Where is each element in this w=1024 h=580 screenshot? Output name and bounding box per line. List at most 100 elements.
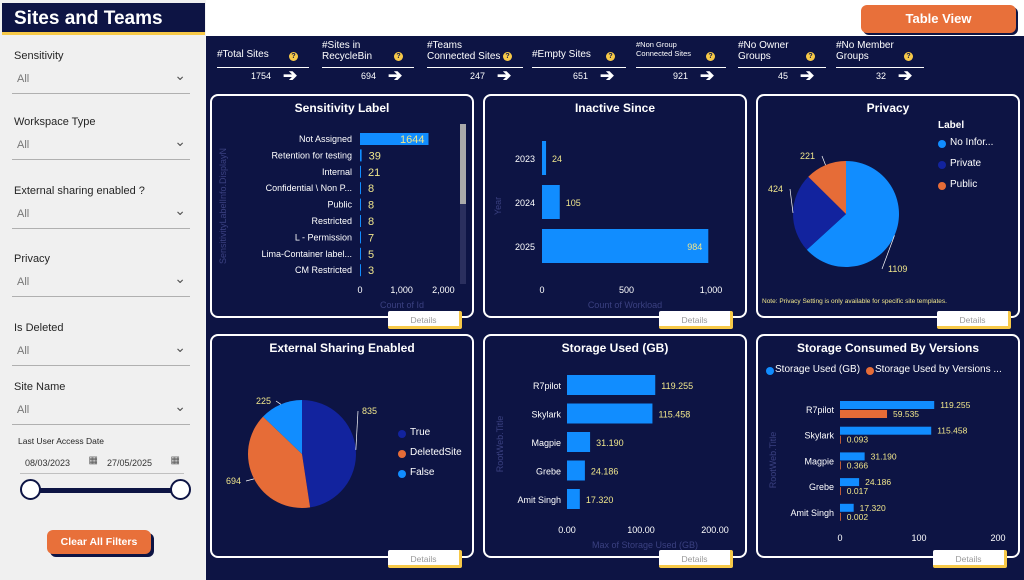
storage-used-panel: Storage Used (GB) R7pilot 119.255 Skylark 1… <box>483 334 747 558</box>
is-deleted-filter-label: Is Deleted <box>14 322 64 334</box>
start-date-field[interactable]: 08/03/2023 ▦ <box>20 452 102 474</box>
arrow-right-icon[interactable]: ➔ <box>898 66 913 85</box>
external-sharing-details-button[interactable]: Details <box>388 550 462 568</box>
table-view-button[interactable]: Table View <box>861 5 1016 33</box>
bar <box>840 401 935 409</box>
leader-line <box>881 235 895 270</box>
help-icon[interactable]: ? <box>706 52 715 61</box>
y-axis-label: RootWeb.Title <box>768 432 778 489</box>
y-axis-label: SensitivityLabelInfo.DisplayN <box>218 148 228 264</box>
data-label: 17.320 <box>860 503 886 513</box>
help-icon[interactable]: ? <box>806 52 815 61</box>
category-label: L - Permission <box>295 232 352 242</box>
pie-data-label: 225 <box>256 396 271 406</box>
workspace-type-dropdown[interactable]: All ⌄ <box>12 130 190 160</box>
data-label: 119.255 <box>661 381 693 391</box>
category-label: Public <box>327 200 352 210</box>
help-icon[interactable]: ? <box>289 52 298 61</box>
category-label: Skylark <box>804 431 834 441</box>
calendar-icon[interactable]: ▦ <box>88 455 98 466</box>
help-icon[interactable]: ? <box>904 52 913 61</box>
kpi-card[interactable]: #Non Group Connected Sites? 921 ➔ <box>636 38 728 90</box>
bar <box>360 215 361 227</box>
sensitivity-label-chart: Not Assigned 1644 Retention for testing 39 I… <box>218 124 466 310</box>
inactive-details-button[interactable]: Details <box>659 311 733 329</box>
bar <box>840 487 841 496</box>
kpi-card[interactable]: #Teams Connected Sites? 247 ➔ <box>427 38 525 90</box>
kpi-value: 651 <box>572 71 588 81</box>
inactive-since-chart: 2023 24 2024 105 2025 984 0 500 1,000 Count of Wo… <box>493 141 722 310</box>
kpi-title: #Sites in RecycleBin <box>322 40 373 62</box>
x-axis-label: Max of Storage Used (GB) <box>592 540 698 550</box>
arrow-right-icon[interactable]: ➔ <box>283 66 298 85</box>
is-deleted-dropdown[interactable]: All ⌄ <box>12 336 190 366</box>
calendar-icon[interactable]: ▦ <box>170 455 180 466</box>
storage-used-chart-title: Storage Used (GB) <box>561 341 669 355</box>
privacy-details-button[interactable]: Details <box>937 311 1011 329</box>
leader-line <box>245 478 255 482</box>
sensitivity-dropdown[interactable]: All ⌄ <box>12 64 190 94</box>
data-label: 8 <box>368 200 374 212</box>
arrow-right-icon[interactable]: ➔ <box>388 66 403 85</box>
arrow-right-icon[interactable]: ➔ <box>700 66 715 85</box>
storage-versions-details-button[interactable]: Details <box>933 550 1007 568</box>
x-tick-label: 100.00 <box>627 525 655 535</box>
arrow-right-icon[interactable]: ➔ <box>497 66 512 85</box>
kpi-value: 921 <box>672 71 688 81</box>
date-range-end-handle[interactable] <box>170 479 191 500</box>
kpi-card[interactable]: #No Member Groups? 32 ➔ <box>836 38 926 90</box>
legend-dot-public <box>938 182 946 190</box>
versions-legend-storage-used: Storage Used (GB) <box>775 364 861 375</box>
bar <box>360 149 362 162</box>
storage-used-details-button[interactable]: Details <box>659 550 733 568</box>
data-label: 0.002 <box>847 512 869 522</box>
clear-all-filters-button[interactable]: Clear All Filters <box>47 530 151 554</box>
privacy-dropdown[interactable]: All ⌄ <box>12 267 190 297</box>
kpi-value: 694 <box>360 71 376 81</box>
external-sharing-dropdown[interactable]: All ⌄ <box>12 199 190 229</box>
category-label: 2024 <box>515 198 535 208</box>
bar <box>360 264 361 277</box>
help-icon[interactable]: ? <box>394 52 403 61</box>
category-label: Amit Singh <box>790 508 834 518</box>
privacy-panel: Privacy 1109 424 221 Label No Infor... Pri… <box>756 94 1020 318</box>
kpi-value: 1754 <box>250 71 271 81</box>
privacy-legend-title: Label <box>938 120 965 131</box>
bar <box>360 165 361 178</box>
data-label: 24.186 <box>865 477 891 487</box>
pie-data-label: 694 <box>226 476 241 486</box>
kpi-underline <box>532 67 626 68</box>
y-axis-label: Year <box>493 197 503 215</box>
category-label: 2023 <box>515 154 535 164</box>
arrow-right-icon[interactable]: ➔ <box>800 66 815 85</box>
bar <box>840 452 865 461</box>
site-name-dropdown[interactable]: All ⌄ <box>12 395 190 425</box>
kpi-underline <box>217 67 309 68</box>
pie-data-label: 835 <box>362 406 377 416</box>
data-label: 105 <box>566 198 581 208</box>
kpi-card[interactable]: #Empty Sites? 651 ➔ <box>532 38 628 90</box>
app-title: Sites and Teams <box>2 3 205 35</box>
bar <box>567 489 580 509</box>
end-date-field[interactable]: 27/05/2025 ▦ <box>102 452 184 474</box>
help-icon[interactable]: ? <box>606 52 615 61</box>
external-sharing-panel: External Sharing Enabled 835 694 225 True … <box>210 334 474 558</box>
date-range-slider-track[interactable] <box>30 488 181 493</box>
kpi-card[interactable]: #Total Sites? 1754 ➔ <box>217 38 311 90</box>
data-label: 39 <box>369 150 381 162</box>
chevron-down-icon: ⌄ <box>174 339 186 355</box>
pie-slice <box>302 400 357 508</box>
category-label: Restricted <box>311 216 352 226</box>
arrow-right-icon[interactable]: ➔ <box>600 66 615 85</box>
legend-dot-true <box>398 430 406 438</box>
kpi-card[interactable]: #No Owner Groups? 45 ➔ <box>738 38 828 90</box>
kpi-card[interactable]: #Sites in RecycleBin? 694 ➔ <box>322 38 416 90</box>
date-range-start-handle[interactable] <box>20 479 41 500</box>
help-icon[interactable]: ? <box>503 52 512 61</box>
sensitivity-details-button[interactable]: Details <box>388 311 462 329</box>
category-label: Lima-Container label... <box>261 249 352 259</box>
chevron-down-icon: ⌄ <box>174 202 186 218</box>
external-sharing-dropdown-value: All <box>17 208 30 220</box>
chevron-down-icon: ⌄ <box>174 133 186 149</box>
leader-line <box>355 410 359 450</box>
